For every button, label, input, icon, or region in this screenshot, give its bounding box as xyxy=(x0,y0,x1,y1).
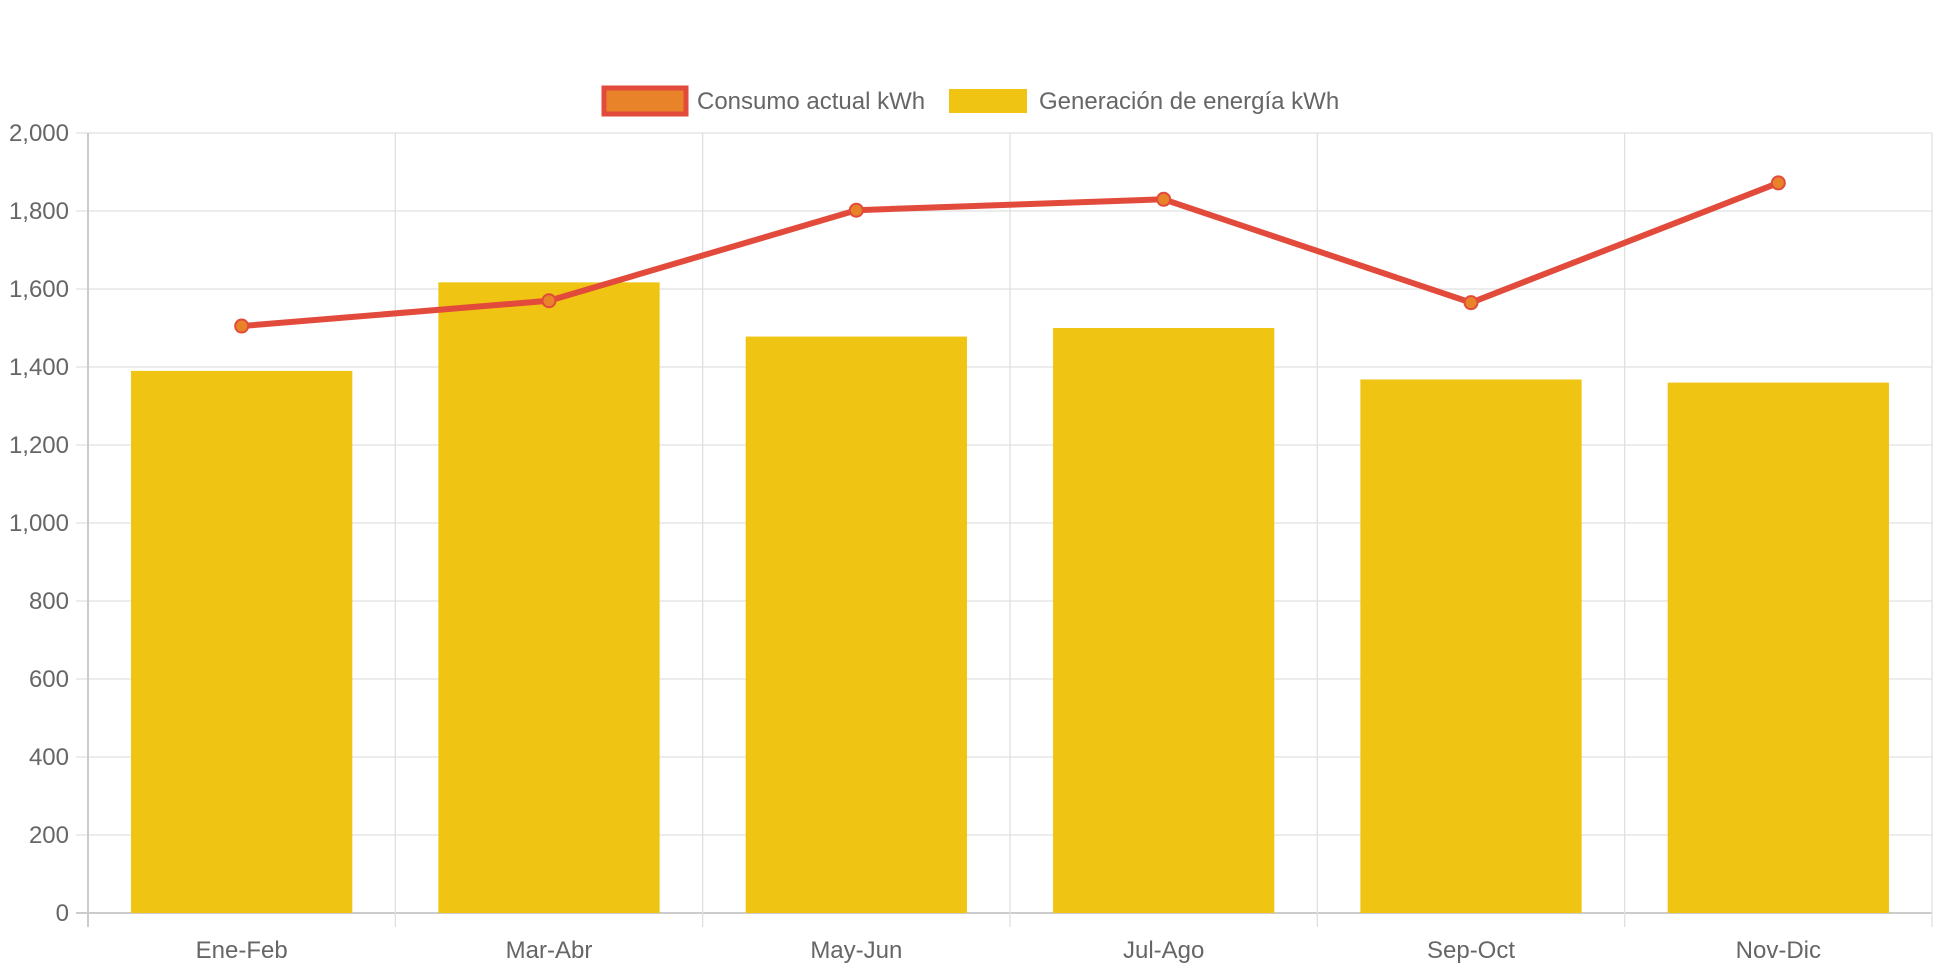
y-tick-label: 2,000 xyxy=(9,120,69,147)
line-point[interactable] xyxy=(1463,295,1479,311)
x-tick-label: Sep-Oct xyxy=(1427,937,1515,964)
legend-label-generacion: Generación de energía kWh xyxy=(1039,88,1339,115)
line-point[interactable] xyxy=(1770,175,1786,191)
legend-item-consumo[interactable]: Consumo actual kWh xyxy=(601,85,925,117)
y-tick-label: 800 xyxy=(29,588,69,615)
x-tick-label: Mar-Abr xyxy=(506,937,593,964)
line-point[interactable] xyxy=(541,293,557,309)
line-point[interactable] xyxy=(848,202,864,218)
y-tick-label: 1,600 xyxy=(9,276,69,303)
legend-label-consumo: Consumo actual kWh xyxy=(697,88,925,115)
x-tick-label: Ene-Feb xyxy=(196,937,288,964)
y-tick-label: 200 xyxy=(29,822,69,849)
y-tick-label: 1,800 xyxy=(9,198,69,225)
y-tick-label: 1,400 xyxy=(9,354,69,381)
y-tick-label: 0 xyxy=(56,900,69,927)
bar[interactable] xyxy=(745,336,967,914)
x-axis: Ene-Feb Mar-Abr May-Jun Jul-Ago Sep-Oct Nov-D… xyxy=(196,937,1821,964)
legend-swatch-consumo xyxy=(601,85,689,117)
bar[interactable] xyxy=(1053,328,1275,913)
x-tick-label: Jul-Ago xyxy=(1123,937,1204,964)
y-axis: 0 200 400 600 800 1,000 1,200 1,400 1,600 1,800 2,… xyxy=(9,120,69,927)
bar-series xyxy=(131,282,1889,914)
legend-swatch-generacion xyxy=(949,89,1027,113)
line-point[interactable] xyxy=(234,318,250,334)
y-tick-label: 1,000 xyxy=(9,510,69,537)
y-tick-label: 400 xyxy=(29,744,69,771)
grid-lines xyxy=(76,132,1933,927)
y-tick-label: 600 xyxy=(29,666,69,693)
line-series xyxy=(234,175,1786,334)
line-point[interactable] xyxy=(1156,191,1172,207)
x-tick-label: May-Jun xyxy=(810,937,902,964)
legend-item-generacion[interactable]: Generación de energía kWh xyxy=(949,88,1339,115)
y-tick-label: 1,200 xyxy=(9,432,69,459)
bar[interactable] xyxy=(1667,382,1889,914)
bar[interactable] xyxy=(1360,379,1582,914)
consumo-line xyxy=(238,179,1782,330)
bar[interactable] xyxy=(438,282,660,913)
x-tick-label: Nov-Dic xyxy=(1736,937,1821,964)
bar[interactable] xyxy=(131,370,353,913)
legend: Consumo actual kWh Generación de energía… xyxy=(601,85,1339,117)
